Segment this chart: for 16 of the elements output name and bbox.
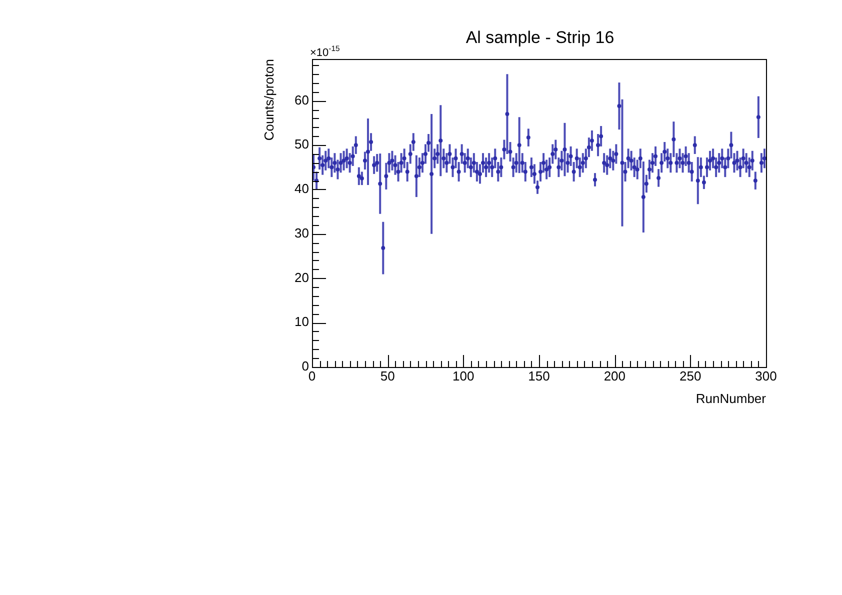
y-tick-label: 50	[294, 136, 309, 152]
x-tick-label: 250	[679, 368, 702, 384]
y-tick-label: 10	[294, 314, 309, 330]
y-tick-label: 30	[294, 225, 309, 240]
x-tick-label: 100	[452, 368, 474, 384]
y-tick-label: 0	[302, 358, 309, 374]
x-tick-label: 200	[604, 368, 626, 384]
y-tick-label: 20	[294, 270, 309, 285]
y-axis-title: Counts/proton	[261, 59, 276, 141]
x-axis-title: RunNumber	[696, 390, 767, 406]
x-tick-label: 50	[380, 368, 395, 384]
chart-title: Al sample - Strip 16	[466, 28, 614, 47]
x-tick-label: 150	[528, 368, 550, 384]
y-tick-label: 40	[294, 181, 309, 196]
y-tick-label: 60	[294, 92, 309, 108]
x-tick-label: 300	[755, 368, 777, 384]
